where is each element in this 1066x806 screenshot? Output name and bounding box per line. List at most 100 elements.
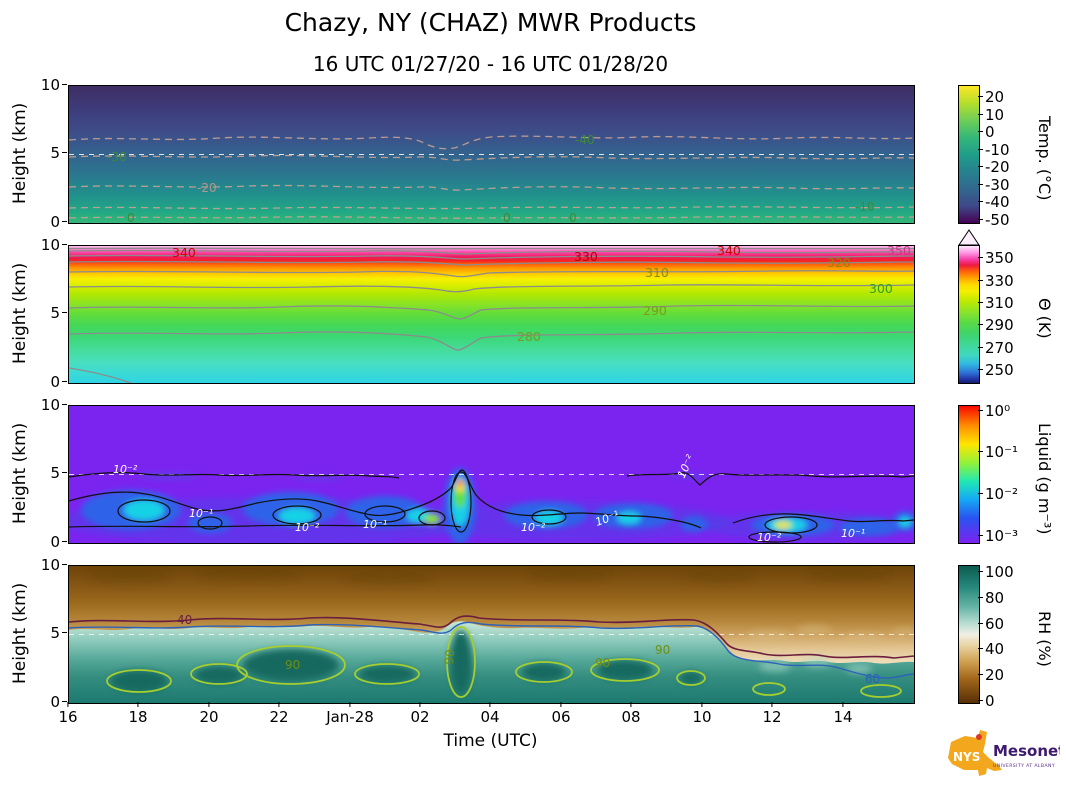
contour-label: 300: [869, 281, 893, 296]
cb-tick: 20: [977, 88, 1005, 106]
x-tick: 20: [177, 708, 241, 726]
contour-label: 330: [574, 249, 598, 264]
rh-40-contour: [69, 615, 914, 659]
rh-panel: 40 90 90 90 90 60: [68, 565, 915, 704]
contour-label: 40: [177, 613, 192, 627]
contour-label: 280: [517, 329, 541, 344]
contour-label: 340: [717, 246, 741, 258]
cb-tick: -40: [978, 193, 1010, 211]
cb-tick: 10⁻¹: [977, 443, 1019, 461]
cb-tick: 10⁰: [977, 402, 1011, 420]
x-tick: 12: [740, 708, 804, 726]
temperature-heatmap: -30 -40 -20 0 0 0 -10: [69, 86, 914, 223]
cb-tick: 310: [978, 294, 1014, 312]
cb-tick: 10: [977, 106, 1005, 124]
contour-label: -30: [107, 150, 127, 164]
contour-label: 90: [655, 643, 670, 657]
y-tick: 5: [26, 144, 67, 162]
x-tick: Jan-28: [318, 708, 382, 726]
theta-colorbar-extend-arrow: [958, 229, 980, 246]
cb-tick: 100: [978, 563, 1014, 581]
cb-tick: 290: [978, 316, 1014, 334]
ny-state-shape: [948, 730, 1002, 776]
contour-label: 10⁻¹: [841, 527, 865, 540]
contour-label: 0: [503, 211, 511, 223]
x-tick: 02: [388, 708, 452, 726]
contour-label: -20: [197, 181, 217, 195]
contour-label: 0: [569, 211, 577, 223]
x-tick: 08: [599, 708, 663, 726]
theta-heatmap: 340 330 340 350 310 320 300 290 280: [69, 246, 914, 383]
logo-caption-text: UNIVERSITY AT ALBANY: [993, 763, 1055, 769]
rh-colorbar-label: RH (%): [1035, 610, 1054, 667]
liquid-panel: 10⁻² 10⁻¹ 10⁻² 10⁻¹ 10⁻² 10⁻¹ 10⁻² 10⁻² …: [68, 405, 915, 544]
y-tick: 10: [26, 236, 67, 254]
y-tick: 0: [26, 373, 67, 391]
temperature-contours: [69, 135, 914, 219]
x-tick: 04: [458, 708, 522, 726]
rh-60-contour: [69, 621, 914, 679]
cb-tick: -10: [978, 141, 1010, 159]
contour-label: 10⁻¹: [189, 507, 213, 520]
nys-mesonet-logo: NYS Mesonet UNIVERSITY AT ALBANY: [945, 724, 1065, 790]
rh-90-contours: [106, 626, 902, 698]
contour-label: 350: [887, 246, 911, 258]
temperature-panel: -30 -40 -20 0 0 0 -10: [68, 85, 915, 224]
cb-tick: 10⁻³: [977, 527, 1019, 545]
cb-tick: 0: [978, 692, 995, 710]
cb-tick: 40: [977, 640, 1005, 658]
cb-tick: 20: [977, 666, 1005, 684]
cb-tick: 350: [978, 249, 1014, 267]
theta-panel: 340 330 340 350 310 320 300 290 280: [68, 245, 915, 384]
theta-colorbar-label: Θ (K): [1035, 298, 1054, 339]
liquid-colorbar: [958, 405, 980, 544]
theta-contours: [69, 247, 914, 383]
x-tick: 16: [36, 708, 100, 726]
contour-label: -40: [575, 133, 595, 147]
contour-label: 0: [127, 211, 135, 223]
y-tick: 10: [26, 556, 67, 574]
subtitle-date-range: 16 UTC 01/27/20 - 16 UTC 01/28/20: [312, 52, 669, 76]
contour-label: 10⁻²: [295, 521, 320, 534]
logo-nys-text: NYS: [953, 750, 980, 764]
cb-tick: -20: [978, 158, 1010, 176]
y-tick: 0: [26, 693, 67, 711]
x-axis-label: Time (UTC): [443, 731, 538, 751]
cb-tick: 80: [977, 589, 1005, 607]
y-tick: 5: [26, 304, 67, 322]
temperature-colorbar-label: Temp. (°C): [1035, 116, 1054, 201]
station-pin-icon: [976, 734, 982, 740]
x-tick: 22: [247, 708, 311, 726]
cb-tick: -50: [978, 211, 1010, 229]
x-tick: 14: [811, 708, 875, 726]
theta-colorbar: [958, 245, 980, 384]
contour-label: 90: [285, 658, 300, 672]
cb-tick: 0: [978, 123, 995, 141]
cb-tick: 60: [977, 615, 1005, 633]
y-tick: 5: [26, 464, 67, 482]
liquid-colorbar-label: Liquid (g m⁻³): [1035, 422, 1054, 535]
contour-label: 10⁻²: [521, 521, 546, 534]
contour-label: -10: [855, 200, 875, 214]
cb-tick: 270: [978, 339, 1014, 357]
contour-label: 340: [172, 246, 196, 260]
contour-label: 10⁻²: [757, 531, 782, 543]
contour-label: 310: [645, 265, 669, 280]
contour-label: 10⁻²: [113, 463, 138, 476]
liquid-heatmap: 10⁻² 10⁻¹ 10⁻² 10⁻¹ 10⁻² 10⁻¹ 10⁻² 10⁻² …: [69, 406, 914, 543]
contour-label: 10⁻¹: [363, 518, 387, 531]
temperature-colorbar: [958, 85, 980, 224]
contour-label: 90: [595, 656, 610, 670]
theta-field: [69, 246, 914, 383]
x-tick: 18: [106, 708, 170, 726]
rh-colorbar: [958, 565, 980, 704]
contour-label: 290: [643, 303, 667, 318]
page-title: Chazy, NY (CHAZ) MWR Products: [284, 8, 697, 37]
y-tick: 0: [26, 533, 67, 551]
logo-mesonet-text: Mesonet: [993, 742, 1060, 760]
liquid-contour-labels: 10⁻² 10⁻¹ 10⁻² 10⁻¹ 10⁻² 10⁻¹ 10⁻² 10⁻² …: [113, 452, 865, 543]
y-tick: 0: [26, 213, 67, 231]
contour-label: 90: [442, 649, 457, 665]
y-tick: 10: [26, 76, 67, 94]
